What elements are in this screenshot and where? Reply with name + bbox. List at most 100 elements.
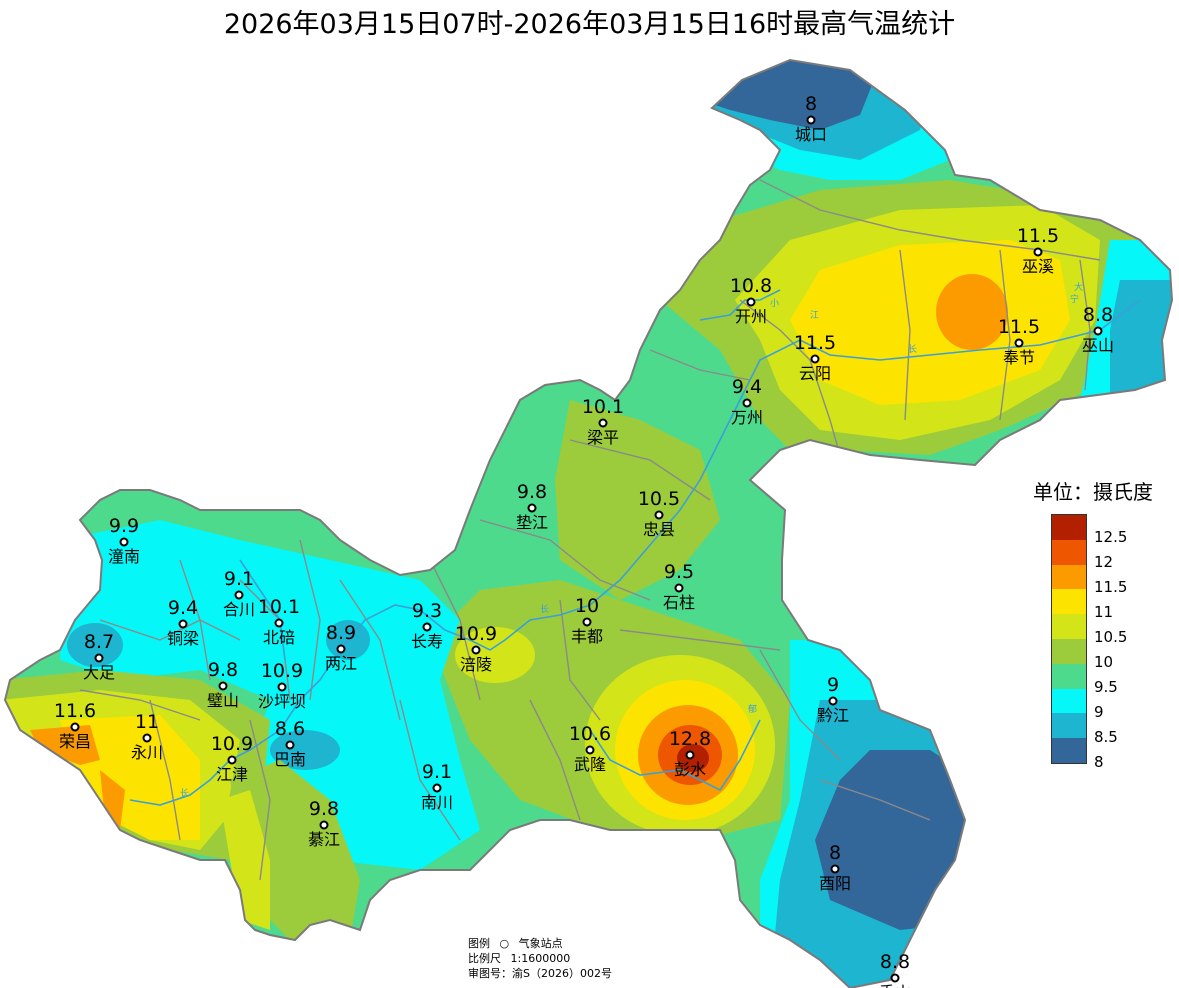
station-value: 9.8 xyxy=(208,659,238,681)
station-marker: 9.5 石柱 xyxy=(663,561,695,612)
station-marker: 12.8 彭水 xyxy=(669,728,711,779)
legend-swatch xyxy=(1052,564,1086,590)
station-marker: 11.5 奉节 xyxy=(998,316,1040,367)
station-marker: 8 城口 xyxy=(795,93,827,144)
station-dot-icon xyxy=(598,418,608,428)
legend-swatch xyxy=(1052,738,1086,763)
station-value: 10.9 xyxy=(261,660,303,682)
station-name: 开州 xyxy=(735,307,767,326)
station-marker: 11.5 巫溪 xyxy=(1017,225,1059,276)
station-dot-icon xyxy=(319,820,329,830)
station-marker: 8.8 秀山 xyxy=(879,951,911,988)
station-marker: 11.6 荣昌 xyxy=(54,700,96,751)
station-dot-icon xyxy=(285,740,295,750)
legend-swatch xyxy=(1052,638,1086,664)
station-name: 彭水 xyxy=(674,760,706,779)
station-value: 9.1 xyxy=(422,761,452,783)
station-value: 8.9 xyxy=(326,622,356,644)
station-dot-icon xyxy=(674,583,684,593)
station-dot-icon xyxy=(178,619,188,629)
legend-swatch xyxy=(1052,515,1086,540)
station-dot-icon xyxy=(585,745,595,755)
station-name: 璧山 xyxy=(207,691,239,710)
station-dot-icon xyxy=(828,696,838,706)
station-value: 8.6 xyxy=(275,718,305,740)
station-value: 9.8 xyxy=(309,798,339,820)
station-dot-icon xyxy=(810,354,820,364)
station-name: 巴南 xyxy=(274,750,306,769)
station-name: 秀山 xyxy=(879,983,911,988)
svg-text:宁: 宁 xyxy=(1070,293,1079,305)
legend-swatch xyxy=(1052,589,1086,615)
station-marker: 9.8 綦江 xyxy=(308,798,340,849)
legend-tick-label: 11 xyxy=(1094,603,1114,621)
station-name: 沙坪坝 xyxy=(258,692,306,711)
station-dot-icon xyxy=(806,115,816,125)
station-value: 9.5 xyxy=(664,561,694,583)
station-value: 12.8 xyxy=(669,728,711,750)
station-value: 10.5 xyxy=(638,488,680,510)
station-value: 10.1 xyxy=(258,596,300,618)
station-name: 巫山 xyxy=(1082,336,1114,355)
legend-tick-label: 10 xyxy=(1094,653,1114,671)
svg-text:大: 大 xyxy=(1074,281,1083,293)
station-value: 9.4 xyxy=(168,597,198,619)
district-boundaries xyxy=(79,179,1101,881)
station-value: 11.5 xyxy=(794,332,836,354)
map-info-legend-label: 图例 xyxy=(468,937,490,950)
legend-title: 单位：摄氏度 xyxy=(1033,480,1153,504)
station-dot-icon xyxy=(830,864,840,874)
station-value: 8.8 xyxy=(880,951,910,973)
station-dot-icon xyxy=(94,653,104,663)
station-name: 綦江 xyxy=(308,830,340,849)
station-marker: 9.1 南川 xyxy=(421,761,453,812)
station-name: 江津 xyxy=(216,765,248,784)
station-marker: 9.9 潼南 xyxy=(108,515,140,566)
station-name: 黔江 xyxy=(817,706,849,725)
legend-swatch xyxy=(1052,614,1086,639)
svg-text:长: 长 xyxy=(908,343,917,355)
station-dot-icon xyxy=(685,750,695,760)
station-marker: 9.4 万州 xyxy=(731,376,763,427)
station-value: 9.9 xyxy=(109,515,139,537)
station-name: 涪陵 xyxy=(460,655,492,674)
station-name: 长寿 xyxy=(411,632,443,651)
svg-text:小: 小 xyxy=(770,298,779,309)
stations-layer: 8 城口 11.5 巫溪 10.8 开州 11.5 奉节 8.8 巫山 11.5 云阳 9.4 万州 10.… xyxy=(54,93,1114,988)
station-marker: 9.8 璧山 xyxy=(207,659,239,710)
station-name: 潼南 xyxy=(108,547,140,566)
station-value: 9.3 xyxy=(412,600,442,622)
station-dot-icon xyxy=(471,645,481,655)
station-marker: 10.1 北碚 xyxy=(258,596,300,647)
map-info: 图例 ○ 气象站点 比例尺 1:1600000 审图号：渝S（2026）002号 xyxy=(468,936,618,981)
station-marker: 8 酉阳 xyxy=(819,842,851,893)
station-name: 南川 xyxy=(421,793,453,812)
station-marker: 8.7 大足 xyxy=(83,631,115,682)
station-marker: 10.9 沙坪坝 xyxy=(258,660,306,711)
station-name: 垫江 xyxy=(516,513,548,532)
station-value: 10.9 xyxy=(455,623,497,645)
station-value: 10.6 xyxy=(569,723,611,745)
station-name: 万州 xyxy=(731,408,763,427)
legend-color-bar xyxy=(1051,514,1087,764)
legend-tick-label: 9.5 xyxy=(1094,678,1118,696)
station-marker: 10.6 武隆 xyxy=(569,723,611,774)
station-marker: 10.8 开州 xyxy=(730,275,772,326)
station-marker: 9.8 垫江 xyxy=(516,481,548,532)
legend-tick-label: 12.5 xyxy=(1094,528,1128,546)
station-value: 10.1 xyxy=(582,396,624,418)
station-dot-icon xyxy=(70,722,80,732)
station-marker: 9.3 长寿 xyxy=(411,600,443,651)
station-marker: 10 丰都 xyxy=(571,595,603,646)
temperature-fill xyxy=(5,60,1172,988)
station-name: 梁平 xyxy=(587,428,619,447)
station-dot-icon xyxy=(527,503,537,513)
station-name: 铜梁 xyxy=(167,629,199,648)
station-name: 两江 xyxy=(325,654,357,673)
station-marker: 9.1 合川 xyxy=(223,568,255,619)
station-dot-icon xyxy=(277,682,287,692)
station-value: 9.4 xyxy=(732,376,762,398)
station-marker: 11 永川 xyxy=(131,711,163,762)
station-value: 11.5 xyxy=(1017,225,1059,247)
station-symbol-icon: ○ xyxy=(499,937,510,950)
